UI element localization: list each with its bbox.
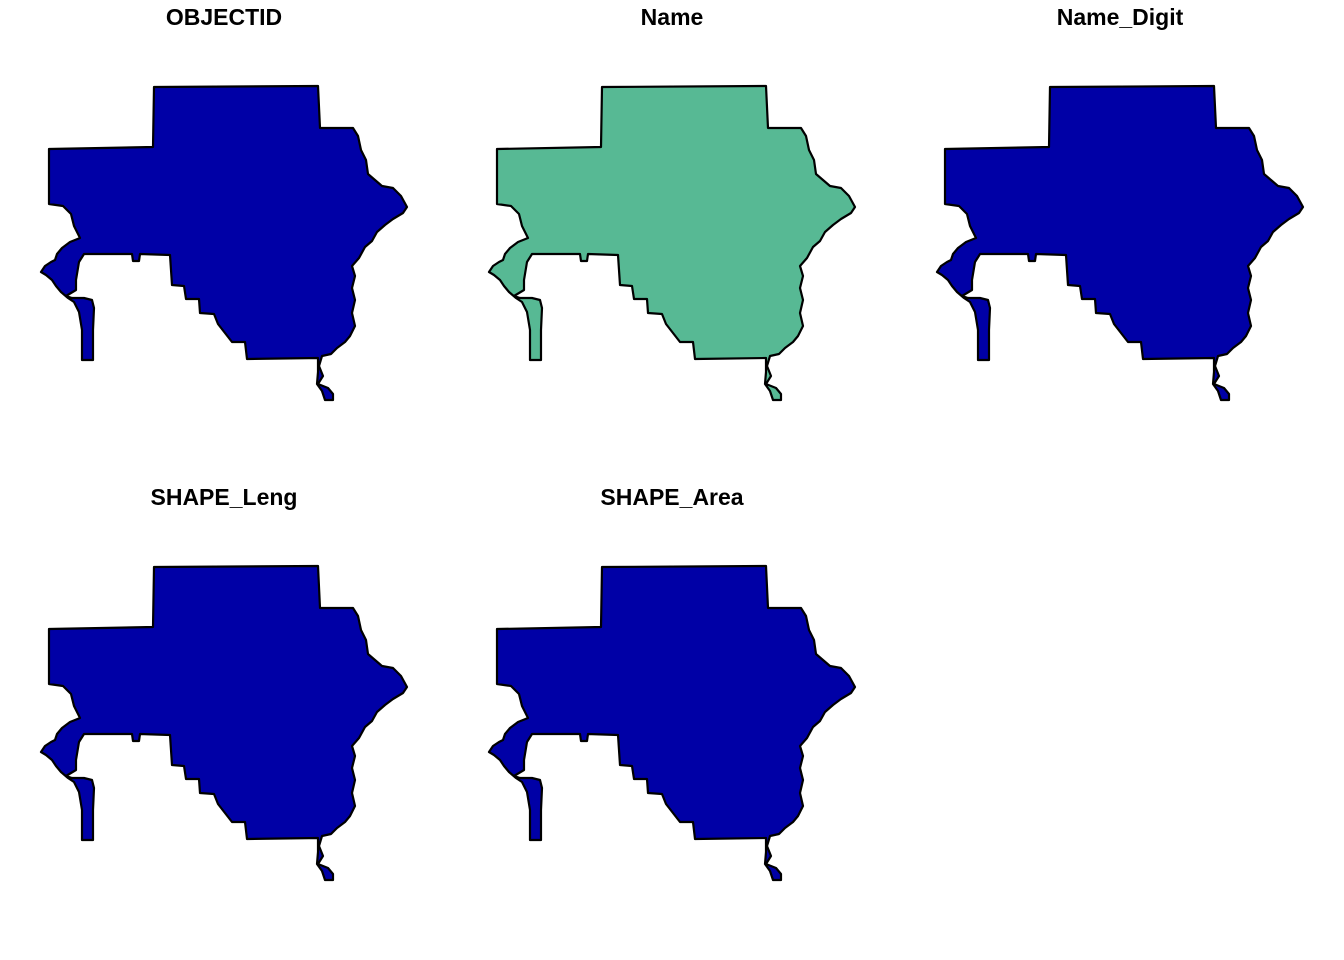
- panel-title-shape-area: SHAPE_Area: [600, 484, 744, 510]
- map-panel-name: Name: [448, 0, 896, 480]
- map-canvas-name-digit: [935, 84, 1305, 402]
- panel-title-name-digit: Name_Digit: [1056, 4, 1184, 30]
- panel-title-shape-leng: SHAPE_Leng: [150, 484, 298, 510]
- map-panel-shape-leng: SHAPE_Leng: [0, 480, 448, 960]
- map-canvas-shape-leng: [39, 564, 409, 882]
- district-polygon: [935, 84, 1305, 402]
- map-panel-name-digit: Name_Digit: [896, 0, 1344, 480]
- district-polygon: [39, 564, 409, 882]
- district-polygon: [39, 84, 409, 402]
- map-canvas-shape-area: [487, 564, 857, 882]
- district-polygon: [487, 564, 857, 882]
- map-panel-objectid: OBJECTID: [0, 0, 448, 480]
- panel-title-objectid: OBJECTID: [165, 4, 283, 30]
- map-canvas-name: [487, 84, 857, 402]
- panel-title-name: Name: [640, 4, 704, 30]
- district-polygon: [487, 84, 857, 402]
- map-panel-shape-area: SHAPE_Area: [448, 480, 896, 960]
- map-canvas-objectid: [39, 84, 409, 402]
